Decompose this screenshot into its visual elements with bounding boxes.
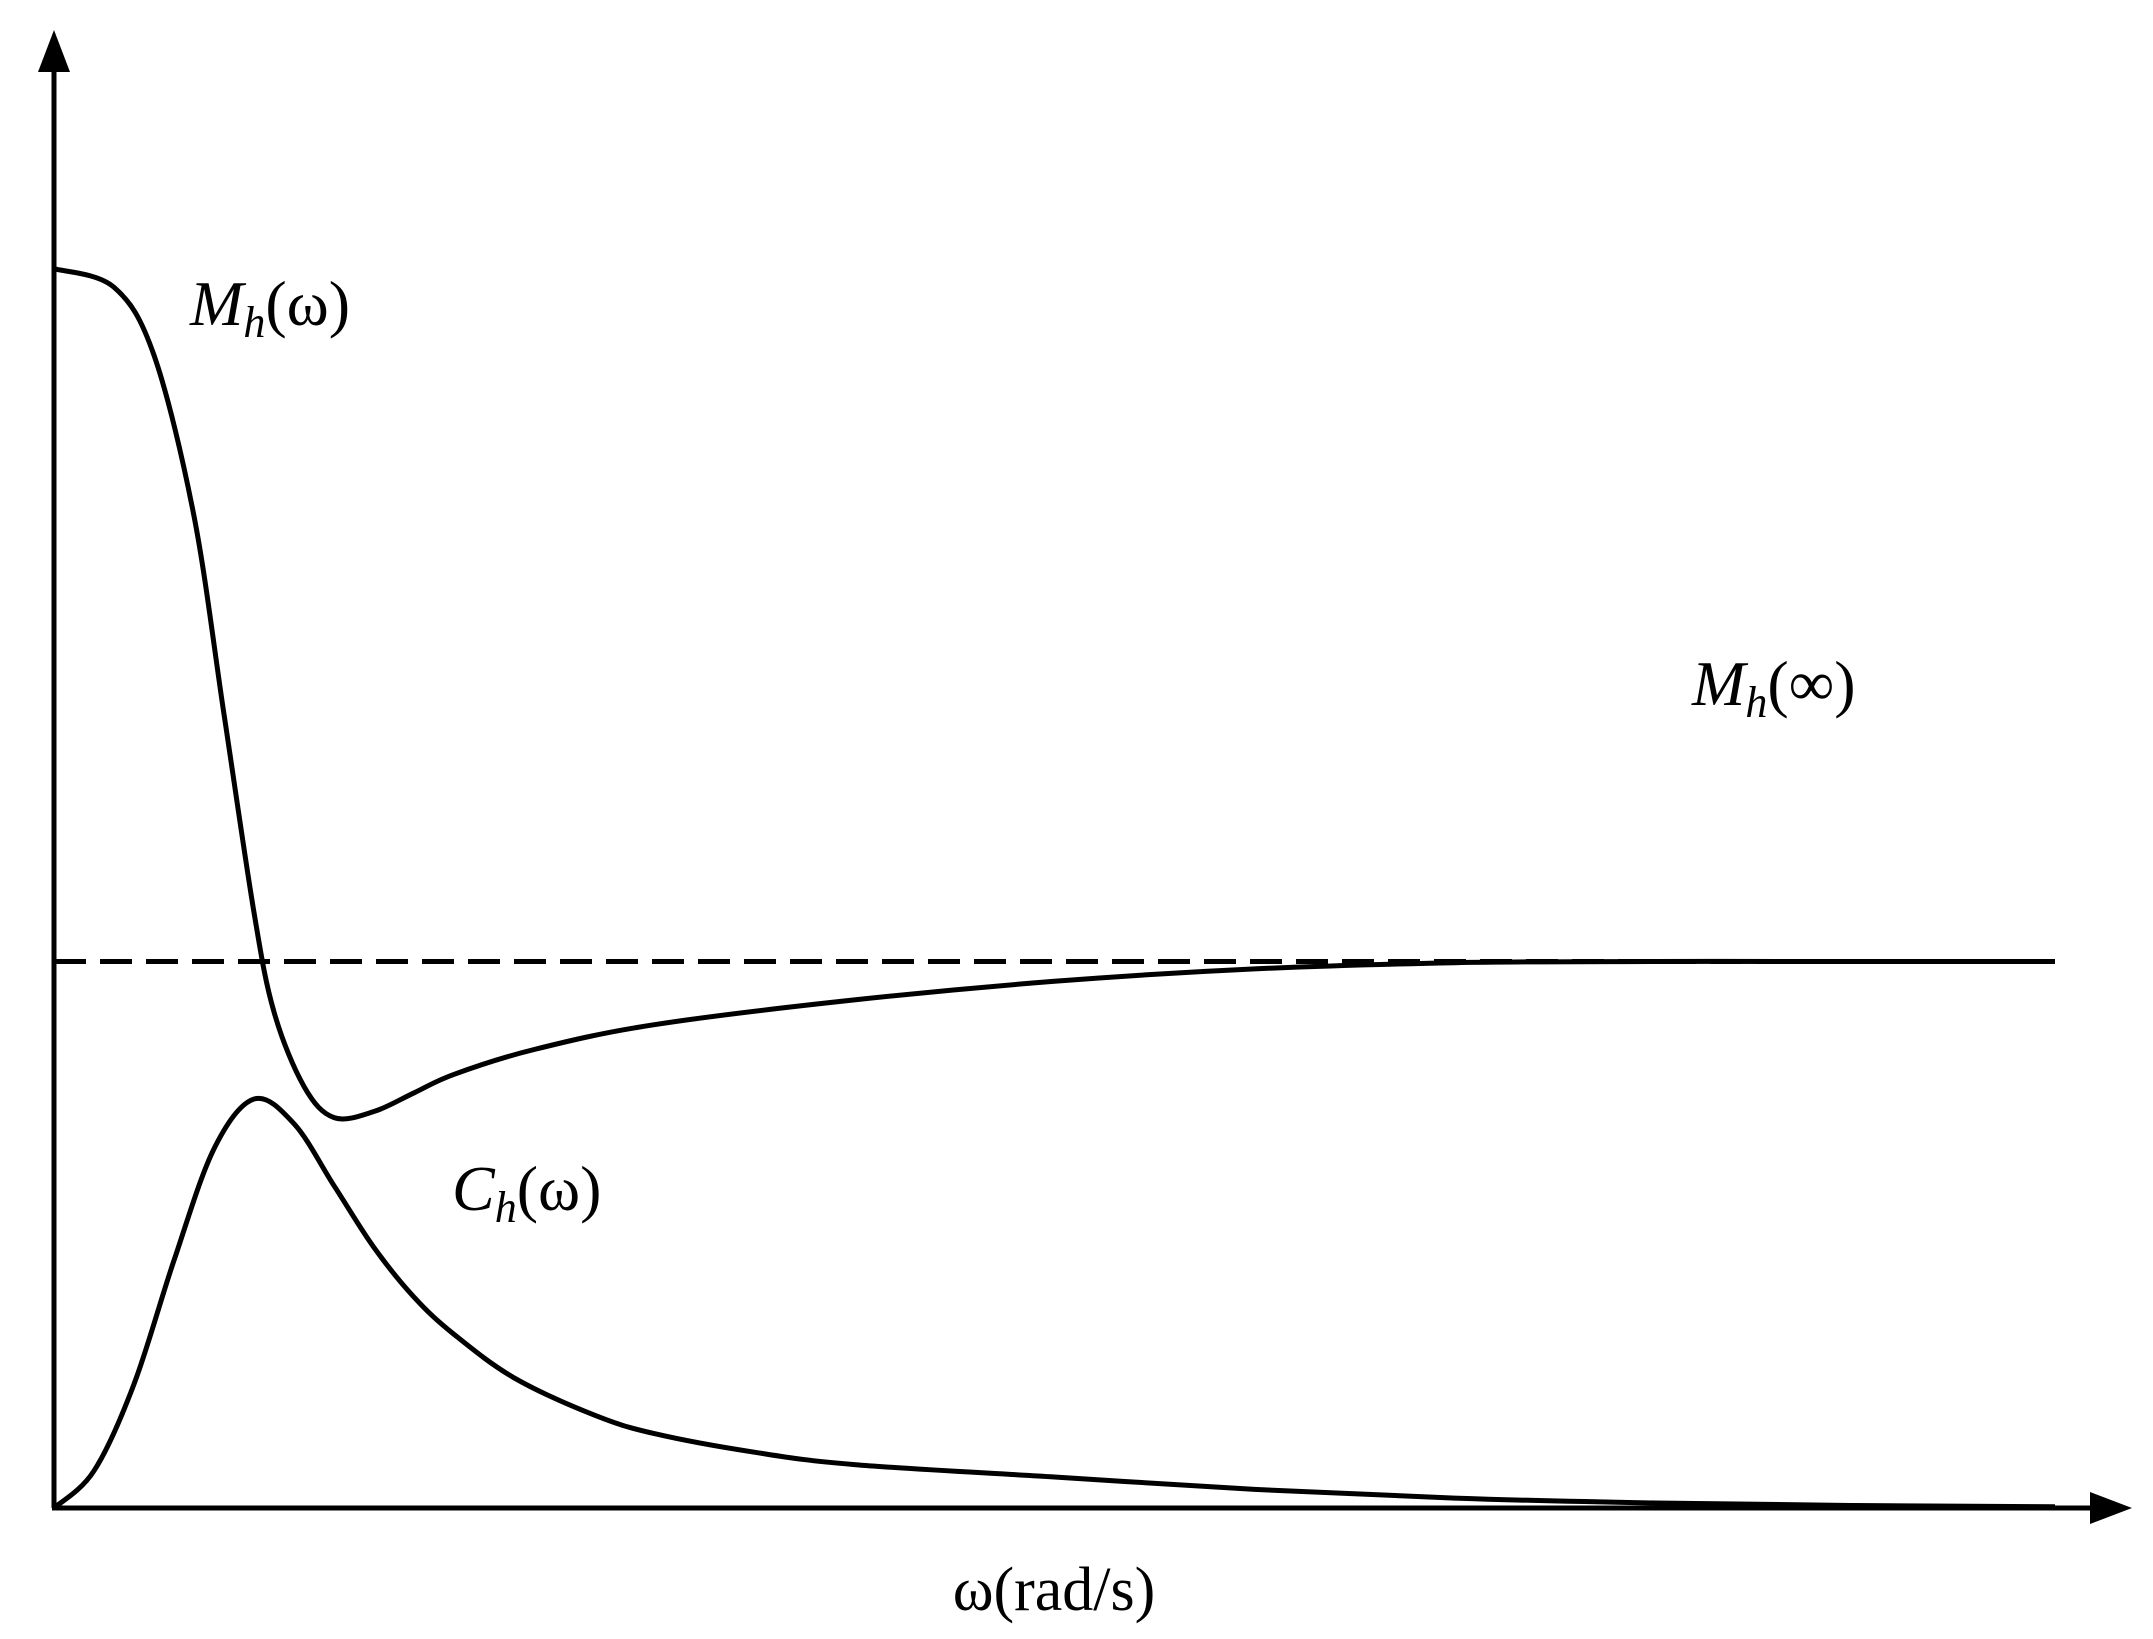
series-ch-omega-label-sub: h	[495, 1183, 517, 1232]
label-layer: Mh(ω)Ch(ω)Mh(∞)	[189, 268, 1856, 1232]
axes	[38, 30, 2132, 1524]
series-mh-omega-label-sub: h	[243, 298, 265, 347]
series-mh-infinity-label-arg: (∞)	[1767, 648, 1855, 719]
series-mh-infinity-label-sub: h	[1745, 678, 1767, 727]
x-axis-label: ω(rad/s)	[953, 1556, 1156, 1624]
series-ch-omega-label-main: C	[452, 1153, 496, 1224]
series-mh-omega-label-arg: (ω)	[265, 268, 350, 339]
series-ch-omega-label-arg: (ω)	[517, 1153, 602, 1224]
series-mh-infinity-label: Mh(∞)	[1691, 648, 1856, 727]
y-axis-arrowhead	[38, 30, 70, 72]
series-mh-omega-label: Mh(ω)	[189, 268, 350, 347]
x-axis-arrowhead	[2090, 1492, 2132, 1524]
series-ch-omega-label: Ch(ω)	[452, 1153, 601, 1232]
series-mh-omega-label-main: M	[189, 268, 247, 339]
series-layer	[52, 266, 2056, 1510]
series-mh-infinity-label-main: M	[1691, 648, 1749, 719]
series-ch-omega-line	[52, 1095, 2056, 1510]
